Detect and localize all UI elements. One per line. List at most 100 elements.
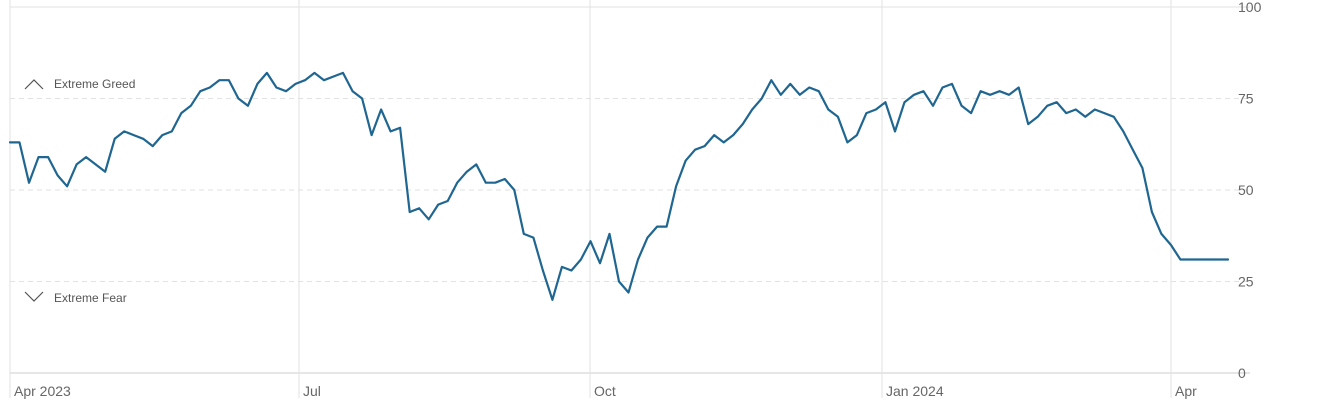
data-point: [418, 207, 421, 210]
data-point: [637, 258, 639, 261]
x-tick-label: Jan 2024: [886, 383, 944, 399]
data-point: [1217, 258, 1220, 261]
y-tick-label: 100: [1238, 0, 1262, 15]
data-point: [485, 181, 487, 184]
data-point: [171, 130, 173, 133]
data-point: [875, 108, 877, 111]
series-line: [8, 71, 1230, 301]
data-point: [190, 105, 192, 107]
data-point: [722, 141, 725, 144]
extreme-fear-label: Extreme Fear: [54, 291, 127, 305]
data-point: [656, 225, 658, 228]
data-point: [1075, 108, 1077, 111]
data-point: [1065, 112, 1067, 114]
y-tick-label: 25: [1238, 274, 1254, 290]
data-point: [256, 83, 259, 85]
data-point: [323, 79, 325, 81]
data-point: [466, 170, 468, 173]
x-tick-label: Apr: [1175, 383, 1197, 399]
data-point: [932, 105, 934, 107]
data-point: [846, 141, 849, 144]
data-point: [618, 280, 620, 283]
extreme-greed-zone-label: Extreme Greed: [24, 77, 135, 91]
data-point: [85, 156, 87, 158]
data-point: [741, 123, 744, 125]
data-point: [446, 200, 449, 202]
data-point: [104, 170, 106, 173]
data-point: [960, 105, 963, 107]
data-point: [542, 269, 544, 272]
x-tick-label: Jul: [303, 383, 321, 399]
data-point: [456, 181, 459, 184]
data-point: [275, 86, 278, 89]
data-point: [123, 130, 125, 133]
data-point: [142, 138, 144, 140]
chevron-down-icon: [24, 291, 44, 302]
data-point: [903, 101, 906, 103]
data-point: [1027, 123, 1029, 125]
data-point: [561, 266, 563, 268]
data-point: [684, 159, 687, 162]
data-point: [1160, 233, 1163, 235]
data-point: [161, 134, 164, 136]
data-point: [247, 105, 249, 107]
y-axis: 0 25 50 75 100: [1238, 0, 1262, 381]
x-tick-label: Apr 2023: [14, 383, 71, 399]
data-point: [1132, 148, 1134, 151]
data-point: [1084, 116, 1087, 118]
data-point: [113, 138, 116, 140]
data-point: [75, 163, 78, 166]
data-point: [151, 145, 154, 147]
data-point: [570, 269, 573, 272]
data-point: [608, 233, 611, 235]
data-point: [827, 108, 830, 111]
data-point: [665, 225, 668, 228]
data-point: [751, 108, 753, 111]
data-point: [285, 90, 287, 92]
data-point: [28, 181, 30, 184]
chevron-up-icon: [24, 79, 44, 90]
data-point: [475, 163, 478, 166]
data-point: [732, 134, 734, 136]
data-point: [513, 189, 516, 191]
data-point: [818, 90, 820, 92]
data-point: [532, 236, 535, 239]
data-point: [713, 134, 715, 136]
data-point: [294, 83, 297, 85]
data-point: [808, 86, 811, 89]
data-point: [389, 130, 392, 133]
data-point: [237, 97, 240, 100]
data-point: [703, 145, 706, 147]
y-tick-label: 75: [1238, 91, 1254, 107]
data-point: [313, 72, 316, 74]
data-point: [589, 240, 592, 242]
data-point: [1208, 258, 1210, 261]
data-point: [523, 233, 525, 235]
data-point: [551, 299, 554, 301]
data-point: [209, 86, 211, 89]
data-point: [1189, 258, 1191, 261]
data-point: [951, 83, 953, 85]
data-point: [646, 236, 649, 239]
data-point: [408, 211, 411, 213]
y-tick-label: 50: [1238, 182, 1254, 198]
data-point: [56, 174, 59, 177]
data-point: [1227, 258, 1229, 261]
data-point: [1017, 86, 1020, 89]
data-point: [627, 291, 630, 294]
data-point: [989, 94, 991, 96]
extreme-fear-zone-label: Extreme Fear: [24, 291, 127, 305]
data-point: [380, 108, 382, 111]
data-point: [979, 90, 982, 92]
data-point: [332, 75, 335, 78]
data-point: [1151, 211, 1153, 213]
data-point: [9, 141, 11, 144]
data-point: [218, 79, 221, 81]
data-point: [1179, 258, 1182, 261]
data-point: [894, 130, 896, 133]
data-point: [760, 97, 763, 100]
data-point: [599, 262, 601, 265]
data-point: [941, 86, 944, 89]
data-point: [1094, 108, 1096, 111]
